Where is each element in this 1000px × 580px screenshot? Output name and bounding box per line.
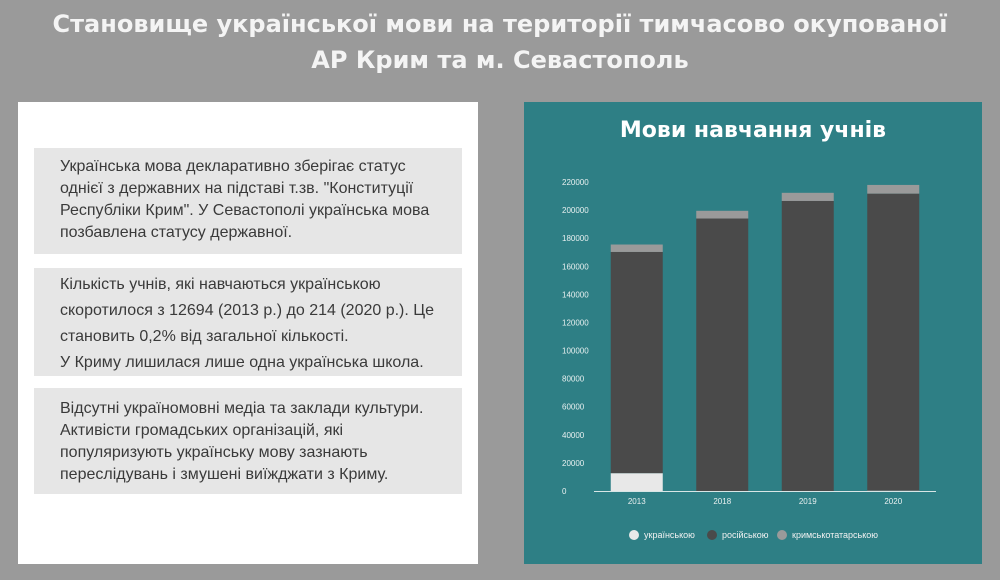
info-media-text: Відсутні україномовні медіа та заклади к… — [60, 400, 424, 483]
y-tick-label: 100000 — [562, 347, 589, 356]
legend-marker — [629, 530, 639, 540]
info-box-media: Відсутні україномовні медіа та заклади к… — [34, 388, 462, 494]
page-title-line2: АР Крим та м. Севастополь — [311, 46, 689, 74]
bar-segment-2013-1 — [610, 251, 663, 474]
legend-label: кримськотатарською — [792, 530, 878, 540]
y-tick-label: 180000 — [562, 234, 589, 243]
y-tick-label: 200000 — [562, 206, 589, 215]
bar-segment-2018-1 — [696, 218, 749, 491]
y-tick-label: 40000 — [562, 431, 585, 440]
bar-segment-2020-2 — [867, 184, 920, 194]
y-tick-label: 0 — [562, 487, 567, 496]
chart-svg: 0 20000 40000 60000 80000 100000 120000 140000 1… — [562, 178, 936, 540]
bar-segment-2018-2 — [696, 210, 749, 219]
bar-segment-2020-1 — [867, 193, 920, 491]
y-tick-label: 60000 — [562, 403, 585, 412]
x-tick-label: 2019 — [799, 497, 817, 506]
bar-segment-2019-2 — [781, 192, 834, 201]
x-tick-label: 2018 — [713, 497, 731, 506]
info-status-text: Українська мова декларативно зберігає ст… — [60, 158, 430, 241]
chart-title: Мови навчання учнів — [619, 118, 887, 143]
x-tick-label: 2013 — [628, 497, 646, 506]
info-box-status: Українська мова декларативно зберігає ст… — [34, 148, 462, 254]
bar-segment-2019-1 — [781, 200, 834, 491]
x-tick-label: 2020 — [884, 497, 902, 506]
page-title: Становище української мови на території … — [0, 6, 1000, 78]
legend-marker — [777, 530, 787, 540]
info-box-students: Кількість учнів, які навчаються українсь… — [34, 268, 462, 376]
bar-segment-2013-0 — [610, 473, 663, 491]
legend-marker — [707, 530, 717, 540]
legend-label: російською — [722, 530, 769, 540]
chart-panel: Мови навчання учнів 0 20000 40000 60000 8000… — [524, 102, 982, 564]
info-panel: Українська мова декларативно зберігає ст… — [18, 102, 478, 564]
info-school-text: У Криму лишилася лише одна українська шк… — [60, 354, 424, 371]
y-tick-label: 160000 — [562, 262, 589, 271]
y-tick-label: 80000 — [562, 375, 585, 384]
y-tick-label: 220000 — [562, 178, 589, 187]
info-students-text: Кількість учнів, які навчаються українсь… — [60, 276, 434, 345]
legend-label: українською — [644, 530, 695, 540]
y-tick-label: 120000 — [562, 318, 589, 327]
page-title-line1: Становище української мови на території … — [52, 10, 948, 38]
y-tick-label: 20000 — [562, 459, 585, 468]
bar-segment-2013-2 — [610, 244, 663, 252]
y-tick-label: 140000 — [562, 290, 589, 299]
